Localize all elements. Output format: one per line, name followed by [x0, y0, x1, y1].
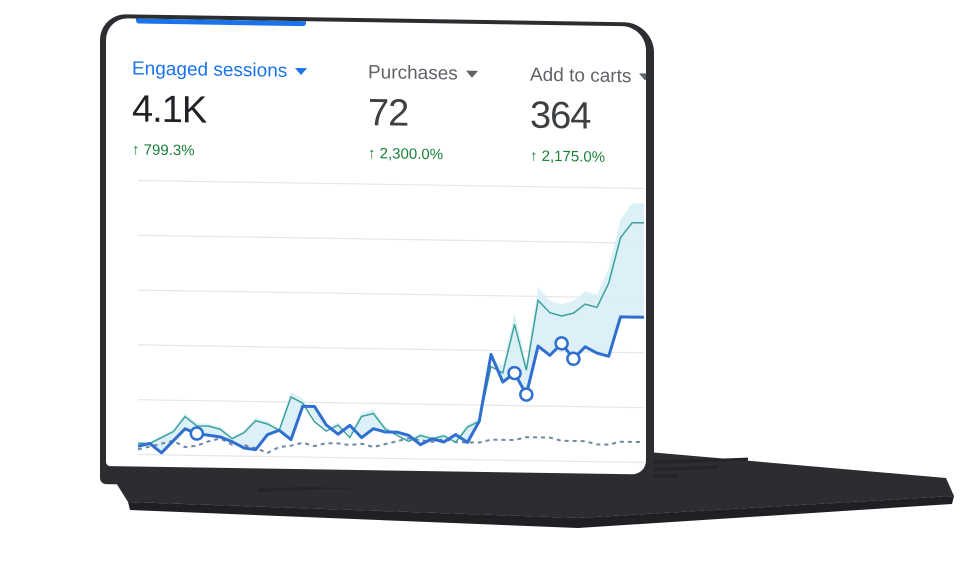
metric-change: ↑ 2,300.0%: [368, 145, 444, 164]
dropdown-caret-icon[interactable]: [295, 68, 308, 76]
metric-change: ↑ 2,175.0%: [530, 147, 606, 166]
dropdown-caret-icon[interactable]: [465, 71, 478, 79]
line-chart[interactable]: [106, 178, 646, 474]
gridline: [138, 453, 644, 464]
anomaly-marker-icon[interactable]: [554, 336, 569, 351]
gridline: [138, 399, 644, 409]
arrow-up-icon: ↑: [368, 145, 376, 163]
anomaly-marker-icon[interactable]: [519, 387, 534, 402]
metric-change: ↑ 799.3%: [132, 141, 195, 160]
anomaly-marker-icon[interactable]: [189, 426, 205, 441]
confidence-band: [138, 203, 644, 453]
arrow-up-icon: ↑: [132, 141, 140, 159]
metric-engaged-sessions[interactable]: Engaged sessions 4.1K ↑ 799.3%: [132, 58, 308, 161]
anomaly-marker-icon[interactable]: [507, 365, 522, 381]
gridline: [138, 234, 644, 244]
dropdown-caret-icon[interactable]: [639, 73, 646, 82]
metric-add-to-carts[interactable]: Add to carts 364 ↑ 2,175.0%: [530, 65, 646, 167]
laptop-screen: Engaged sessions 4.1K ↑ 799.3% Purchases…: [106, 18, 646, 475]
arrow-up-icon: ↑: [530, 147, 538, 165]
metric-purchases[interactable]: Purchases 72 ↑ 2,300.0%: [368, 62, 478, 164]
metric-label[interactable]: Purchases: [368, 62, 478, 86]
gridline: [138, 289, 644, 299]
metric-label[interactable]: Add to carts: [530, 65, 646, 89]
anomaly-marker-icon[interactable]: [566, 351, 581, 367]
metric-label[interactable]: Engaged sessions: [132, 58, 308, 83]
gridline: [138, 179, 644, 190]
gridline: [138, 344, 644, 354]
metric-value: 72: [368, 92, 409, 135]
metric-value: 4.1K: [132, 88, 207, 132]
metric-value: 364: [530, 94, 591, 138]
comparison-line: [137, 436, 644, 455]
